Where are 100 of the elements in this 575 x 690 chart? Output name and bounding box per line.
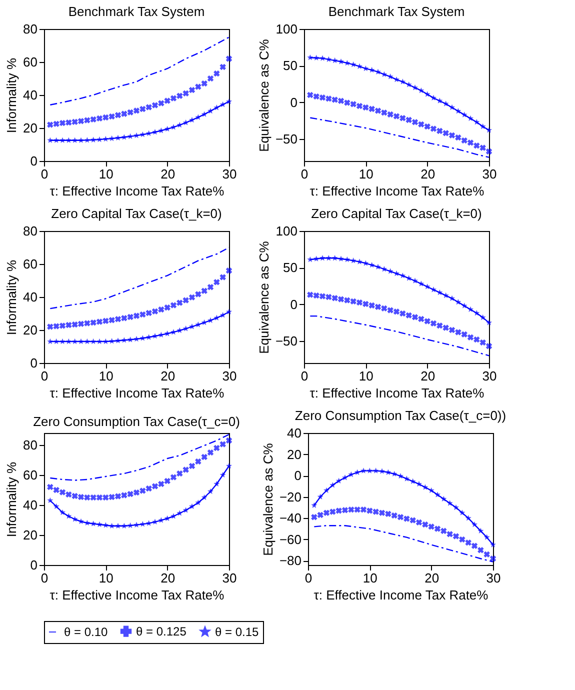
line-series bbox=[310, 315, 490, 356]
point bbox=[313, 93, 320, 100]
point bbox=[158, 480, 164, 488]
point bbox=[448, 295, 456, 302]
point bbox=[467, 306, 474, 312]
point bbox=[484, 534, 490, 540]
y-tick-label: 20 bbox=[23, 120, 38, 136]
point bbox=[72, 321, 78, 328]
point bbox=[133, 108, 140, 114]
point bbox=[96, 494, 103, 501]
point bbox=[96, 136, 103, 142]
point bbox=[102, 494, 109, 501]
point bbox=[478, 546, 484, 554]
point bbox=[428, 487, 434, 494]
point bbox=[47, 137, 54, 143]
point bbox=[307, 292, 314, 298]
point bbox=[188, 86, 196, 94]
point bbox=[176, 300, 183, 306]
point bbox=[170, 513, 177, 519]
point bbox=[201, 454, 208, 460]
point bbox=[387, 307, 394, 314]
point bbox=[152, 308, 158, 314]
point bbox=[465, 540, 472, 546]
point bbox=[430, 126, 437, 132]
point bbox=[330, 482, 336, 488]
point bbox=[332, 294, 338, 302]
point bbox=[474, 336, 480, 343]
point bbox=[326, 56, 332, 62]
point bbox=[455, 108, 462, 114]
point bbox=[47, 122, 54, 128]
x-tick-label: 20 bbox=[420, 166, 436, 182]
y-axis-title: Informality % bbox=[4, 58, 20, 134]
point bbox=[108, 338, 115, 344]
legend-label: θ = 0.125 bbox=[136, 624, 187, 638]
point bbox=[164, 98, 170, 104]
point bbox=[220, 64, 226, 70]
point bbox=[121, 337, 128, 343]
point bbox=[84, 137, 90, 143]
point bbox=[226, 437, 232, 444]
point bbox=[486, 148, 492, 155]
point bbox=[461, 331, 468, 338]
point bbox=[53, 323, 60, 330]
y-axis-title: Equivalence as C% bbox=[260, 442, 276, 556]
point bbox=[226, 462, 232, 469]
point bbox=[182, 507, 189, 513]
point bbox=[418, 121, 424, 128]
point bbox=[393, 113, 400, 120]
point bbox=[366, 468, 373, 474]
point bbox=[176, 470, 183, 477]
point bbox=[127, 109, 134, 116]
point bbox=[332, 254, 338, 261]
point bbox=[47, 497, 54, 504]
point bbox=[467, 334, 474, 340]
point bbox=[133, 336, 140, 342]
point bbox=[220, 472, 226, 478]
point bbox=[446, 500, 453, 506]
point bbox=[133, 132, 140, 138]
point bbox=[317, 494, 324, 500]
point bbox=[207, 108, 214, 114]
point bbox=[446, 531, 453, 538]
point bbox=[372, 508, 379, 515]
point bbox=[448, 132, 456, 138]
point bbox=[344, 297, 350, 304]
point bbox=[108, 316, 115, 324]
y-tick-label: 0 bbox=[290, 94, 298, 110]
point bbox=[146, 334, 152, 340]
point bbox=[188, 294, 196, 300]
point bbox=[362, 260, 369, 266]
point bbox=[336, 478, 342, 484]
point bbox=[362, 300, 369, 308]
point bbox=[164, 478, 170, 484]
point bbox=[362, 104, 369, 111]
point bbox=[400, 310, 406, 317]
point bbox=[90, 338, 96, 344]
point bbox=[459, 536, 466, 543]
point bbox=[378, 510, 386, 516]
point bbox=[72, 492, 78, 500]
point bbox=[474, 142, 480, 149]
point bbox=[53, 120, 60, 128]
point bbox=[53, 503, 60, 510]
point bbox=[397, 472, 404, 479]
point bbox=[326, 254, 332, 261]
point bbox=[84, 520, 90, 526]
point bbox=[385, 469, 392, 475]
chart-title: Zero Consumption Tax Case(τ_c=0)) bbox=[294, 408, 506, 423]
point bbox=[66, 338, 72, 344]
y-tick-label: 20 bbox=[23, 322, 38, 338]
point bbox=[114, 522, 122, 529]
x-tick-label: 30 bbox=[486, 570, 501, 586]
point bbox=[461, 137, 468, 144]
y-tick-label: −50 bbox=[275, 132, 298, 146]
point bbox=[102, 114, 109, 121]
point bbox=[342, 507, 348, 514]
point bbox=[207, 488, 214, 494]
point bbox=[127, 314, 134, 320]
point bbox=[356, 258, 363, 264]
point bbox=[108, 494, 115, 500]
y-tick-label: 40 bbox=[287, 426, 302, 440]
y-tick-label: 50 bbox=[283, 260, 298, 276]
point bbox=[374, 304, 382, 310]
